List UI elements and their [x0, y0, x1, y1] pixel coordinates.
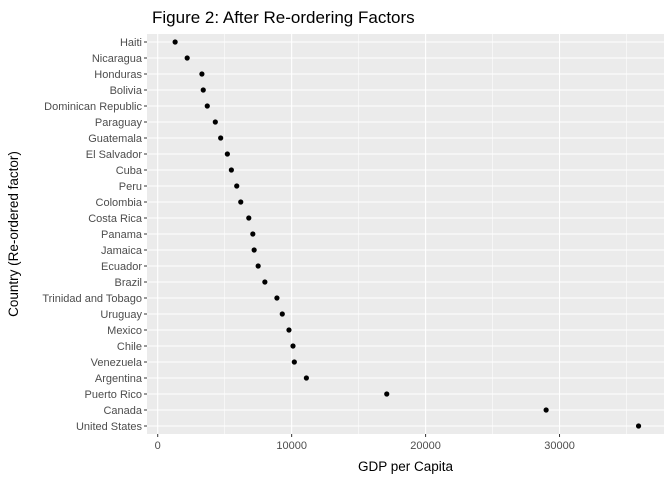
- y-tick-label: Mexico: [107, 325, 142, 337]
- y-tick-label: Guatemala: [88, 133, 143, 145]
- y-axis-ticks: Haiti Nicaragua Honduras Bolivia Dominican R…: [42, 37, 147, 433]
- x-axis-ticks: 0 10000 20000 30000: [155, 434, 575, 452]
- data-point-argentina: [303, 375, 309, 381]
- data-point-honduras: [199, 71, 205, 77]
- data-points: [172, 39, 642, 429]
- y-tick-label: Bolivia: [110, 85, 143, 97]
- y-tick-label: Jamaica: [101, 245, 143, 257]
- data-point-cuba: [228, 167, 234, 173]
- y-tick-label: Cuba: [116, 165, 143, 177]
- y-tick-label: Ecuador: [101, 261, 142, 273]
- data-point-mexico: [286, 327, 292, 333]
- data-point-united-states: [635, 423, 642, 429]
- grid-lines: [147, 34, 664, 434]
- y-tick-label: Canada: [103, 405, 142, 417]
- data-point-guatemala: [218, 135, 224, 141]
- data-point-costa-rica: [246, 215, 252, 221]
- y-tick-label: El Salvador: [86, 149, 143, 161]
- y-tick-label: Venezuela: [91, 357, 143, 369]
- y-tick-label: Panama: [101, 229, 143, 241]
- data-point-haiti: [172, 39, 178, 45]
- y-tick-label: Uruguay: [100, 309, 142, 321]
- y-tick-label: Puerto Rico: [85, 389, 142, 401]
- data-point-jamaica: [251, 247, 257, 253]
- data-point-dominican-republic: [204, 103, 210, 109]
- data-point-nicaragua: [184, 55, 190, 61]
- data-point-bolivia: [200, 87, 206, 93]
- y-axis-title: Country (Re-ordered factor): [6, 151, 21, 317]
- y-tick-label: Honduras: [94, 69, 142, 81]
- x-axis-title: GDP per Capita: [358, 459, 454, 474]
- y-tick-label: Colombia: [96, 197, 143, 209]
- data-point-colombia: [238, 199, 244, 205]
- data-point-panama: [250, 231, 256, 237]
- data-point-brazil: [262, 279, 268, 285]
- data-point-puerto-rico: [384, 391, 390, 397]
- data-point-canada: [543, 407, 549, 413]
- y-tick-label: Nicaragua: [92, 53, 143, 65]
- data-point-paraguay: [212, 119, 218, 125]
- x-tick-label: 0: [155, 440, 161, 452]
- y-tick-label: Peru: [119, 181, 142, 193]
- data-point-peru: [234, 183, 240, 189]
- y-tick-label: Haiti: [120, 37, 142, 49]
- data-point-venezuela: [291, 359, 297, 365]
- data-point-ecuador: [255, 263, 261, 269]
- y-tick-label: Brazil: [114, 277, 142, 289]
- data-point-chile: [290, 343, 296, 349]
- data-point-uruguay: [279, 311, 285, 317]
- y-tick-label: United States: [76, 421, 143, 433]
- y-tick-label: Argentina: [95, 373, 143, 385]
- y-tick-label: Paraguay: [95, 117, 143, 129]
- x-tick-label: 30000: [544, 440, 575, 452]
- y-tick-label: Dominican Republic: [44, 101, 142, 113]
- data-point-el-salvador: [224, 151, 230, 157]
- x-tick-label: 20000: [410, 440, 441, 452]
- y-tick-label: Costa Rica: [88, 213, 143, 225]
- chart-title: Figure 2: After Re-ordering Factors: [152, 8, 415, 27]
- y-tick-label: Chile: [117, 341, 142, 353]
- y-tick-label: Trinidad and Tobago: [42, 293, 142, 305]
- x-tick-label: 10000: [276, 440, 307, 452]
- data-point-trinidad-and-tobago: [274, 295, 280, 301]
